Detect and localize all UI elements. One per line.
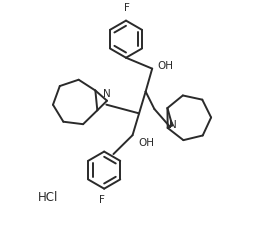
Text: N: N: [103, 89, 111, 99]
Text: N: N: [169, 120, 176, 130]
Text: HCl: HCl: [38, 191, 58, 204]
Text: OH: OH: [138, 138, 154, 148]
Text: OH: OH: [158, 61, 174, 72]
Text: F: F: [124, 3, 130, 13]
Text: F: F: [99, 195, 105, 205]
